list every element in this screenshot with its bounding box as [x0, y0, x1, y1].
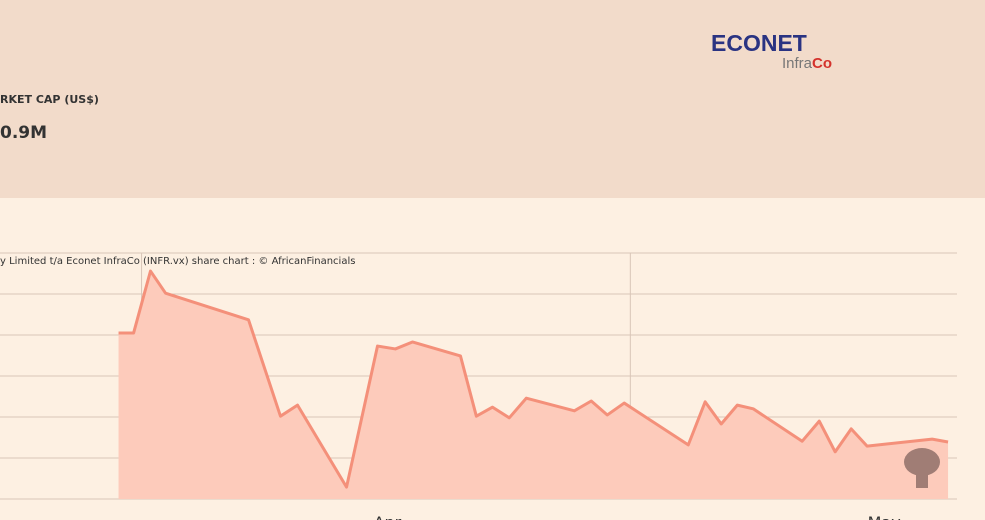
x-tick-label: Apr: [374, 513, 402, 520]
x-tick-label: May: [868, 513, 901, 520]
line: [118, 269, 949, 489]
metric-value: 0.9M: [0, 123, 47, 143]
header-band: [0, 0, 985, 198]
chart-caption: y Limited t/a Econet InfraCo (INFR.vx) s…: [0, 256, 355, 267]
logo-sub: InfraCo: [782, 55, 832, 72]
logo-sub-b: Co: [812, 55, 832, 72]
watermark: [904, 448, 940, 488]
metric-label: RKET CAP (US$): [0, 93, 99, 106]
logo-main: ECONET: [711, 30, 807, 56]
logo-sub-a: Infra: [782, 55, 813, 72]
area: [118, 271, 949, 499]
